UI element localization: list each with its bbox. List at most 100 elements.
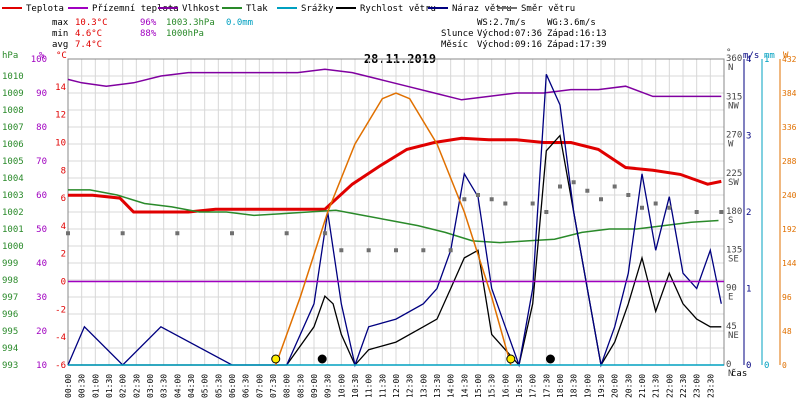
celsius-tick-label: 6 [61, 194, 66, 204]
wind-direction-point [366, 248, 371, 253]
x-tick-label: 13:00 [419, 374, 428, 398]
stats-max-hum: 96% [140, 18, 157, 28]
hpa-tick-label: 994 [2, 344, 18, 354]
wind-direction-point [394, 248, 398, 253]
dir-degree-label: 90 [726, 284, 737, 294]
x-tick-label: 22:00 [665, 374, 674, 398]
wind-direction-point [503, 201, 508, 206]
pct-tick-label: 70 [36, 157, 47, 167]
x-tick-label: 20:00 [611, 374, 620, 398]
wind-direction-point [626, 193, 631, 197]
legend-item: Vlhkost [158, 4, 220, 14]
markers-layer [271, 354, 555, 364]
dir-degree-label: 270 [726, 131, 742, 141]
dir-compass-label: S [728, 216, 733, 226]
wind-direction-point [571, 180, 576, 185]
hpa-tick-label: 998 [2, 276, 18, 286]
x-tick-label: 00:00 [64, 374, 73, 398]
hpa-tick-label: 996 [2, 310, 18, 320]
wind-direction-point [667, 205, 672, 210]
info-moon-rise: Východ:09:16 [477, 40, 542, 50]
x-tick-label: 01:00 [91, 374, 100, 398]
legend-label: Vlhkost [182, 4, 220, 14]
x-tick-label: 03:30 [160, 374, 169, 398]
pct-tick-label: 100 [31, 55, 47, 65]
sunset-marker [506, 354, 516, 364]
legend-item: Směr větru [497, 4, 575, 14]
celsius-tick-label: 4 [61, 222, 66, 232]
hpa-tick-label: 1004 [2, 174, 24, 184]
x-tick-label: 13:30 [433, 374, 442, 398]
hpa-tick-label: 1007 [2, 123, 24, 133]
wind-direction-point [230, 231, 234, 236]
dir-compass-label: N [728, 369, 733, 379]
dir-compass-label: E [728, 293, 733, 303]
x-tick-label: 00:30 [78, 374, 87, 398]
stats-min-hum: 88% [140, 29, 157, 39]
legend-label: Teplota [26, 4, 64, 14]
hpa-tick-label: 1002 [2, 208, 24, 218]
wind-direction-point [322, 231, 327, 236]
x-axis-label: čas [731, 368, 747, 379]
info-moon-set: Západ:17:39 [547, 40, 607, 50]
x-tick-label: 23:00 [693, 374, 702, 398]
stats-max-press: 1003.3hPa [166, 18, 215, 28]
celsius-tick-label: 0 [61, 278, 66, 288]
x-tick-label: 22:30 [679, 374, 688, 398]
x-tick-label: 19:00 [583, 374, 592, 398]
hpa-tick-label: 1003 [2, 191, 24, 201]
x-tick-label: 08:00 [283, 374, 292, 398]
x-tick-label: 23:30 [706, 374, 715, 398]
moonrise-marker [317, 354, 327, 364]
hpa-tick-label: 1008 [2, 106, 24, 116]
stats-max-temp: 10.3°C [75, 18, 108, 28]
x-tick-label: 19:30 [597, 374, 606, 398]
mm-unit-label: mm [764, 51, 775, 61]
info-sun-set: Západ:16:13 [547, 29, 607, 39]
ms-tick-label: 3 [746, 132, 751, 142]
wind-direction-point [66, 231, 70, 236]
x-tick-label: 04:30 [187, 374, 196, 398]
moonset-marker [545, 354, 555, 364]
wind-direction-point [462, 197, 467, 202]
dir-compass-label: NE [728, 331, 739, 341]
legend-label: Srážky [301, 4, 334, 14]
legend-item: Teplota [2, 4, 64, 14]
celsius-tick-label: 10 [55, 138, 66, 148]
x-tick-label: 15:30 [488, 374, 497, 398]
ms-tick-label: 4 [746, 55, 751, 65]
axis-unit-headers: hPa % °C ° m/s mm W [2, 48, 789, 61]
w-tick-label: 336 [782, 123, 797, 132]
x-tick-label: 08:30 [296, 374, 305, 398]
hpa-tick-label: 995 [2, 327, 18, 337]
x-tick-label: 21:30 [652, 374, 661, 398]
axes: 9939949959969979989991000100110021003100… [2, 54, 797, 398]
stats-block: max 10.3°C 96% 1003.3hPa 0.0mm min 4.6°C… [52, 18, 253, 50]
x-tick-label: 05:30 [214, 374, 223, 398]
hpa-tick-label: 993 [2, 361, 18, 371]
celsius-tick-label: -6 [55, 361, 66, 371]
hpa-tick-label: 999 [2, 259, 18, 269]
legend-item: Rychlost větru [336, 4, 436, 14]
w-tick-label: 0 [782, 361, 787, 370]
w-tick-label: 192 [782, 225, 797, 234]
celsius-tick-label: -2 [55, 305, 66, 315]
hpa-tick-label: 1006 [2, 140, 24, 150]
hpa-tick-label: 1000 [2, 242, 24, 252]
info-ws: WS:2.7m/s [477, 18, 526, 28]
series-line-slunecni-zareni [274, 92, 512, 366]
series-line-vlhkost [67, 68, 722, 101]
wind-direction-point [544, 210, 549, 214]
pct-tick-label: 20 [36, 327, 47, 337]
x-tick-label: 20:30 [624, 374, 633, 398]
pct-tick-label: 90 [36, 89, 47, 99]
pct-tick-label: 60 [36, 191, 47, 201]
hpa-tick-label: 1009 [2, 89, 24, 99]
legend-item: Náraz větru [428, 4, 512, 14]
stats-max-rain: 0.0mm [226, 18, 253, 28]
series-line-rychlost-vetru [68, 134, 722, 367]
wind-direction-point [489, 197, 494, 202]
dir-degree-label: 360 [726, 54, 742, 64]
wind-direction-point [448, 248, 453, 253]
